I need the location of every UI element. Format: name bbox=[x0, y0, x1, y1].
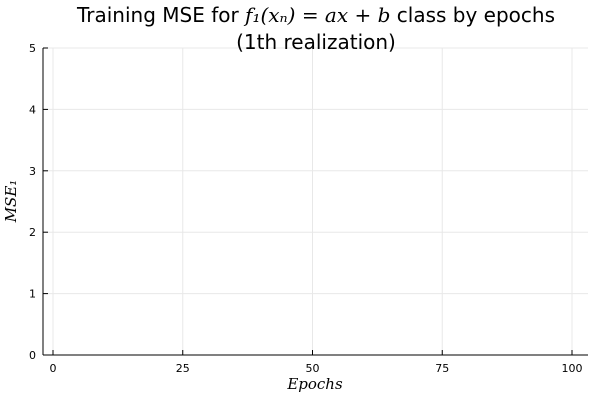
chart-subtitle: (1th realization) bbox=[236, 30, 396, 54]
plot-axes bbox=[42, 48, 588, 356]
y-tick-label: 4 bbox=[29, 103, 36, 116]
y-tick-label: 3 bbox=[29, 165, 36, 178]
chart-title: Training MSE for f₁(xₙ) = ax + b class b… bbox=[76, 3, 555, 27]
x-tick-label: 50 bbox=[306, 362, 320, 375]
y-tick-label: 0 bbox=[29, 349, 36, 362]
chart-title-math: f₁(xₙ) = ax + b bbox=[243, 3, 390, 27]
x-tick-label: 0 bbox=[50, 362, 57, 375]
x-tick-label: 100 bbox=[562, 362, 583, 375]
tick-labels: 0 25 50 75 100 0 1 2 3 4 5 bbox=[29, 42, 583, 375]
x-tick-label: 25 bbox=[176, 362, 190, 375]
y-axis-label: MSE₁ bbox=[2, 180, 20, 224]
chart-title-prefix: Training MSE for bbox=[76, 3, 245, 27]
y-tick-label: 2 bbox=[29, 226, 36, 239]
x-axis-label: Epochs bbox=[286, 375, 343, 393]
chart-title-suffix: class by epochs bbox=[390, 3, 555, 27]
y-tick-label: 1 bbox=[29, 288, 36, 301]
y-tick-label: 5 bbox=[29, 42, 36, 55]
plot-grid bbox=[43, 47, 588, 356]
x-tick-label: 75 bbox=[435, 362, 449, 375]
